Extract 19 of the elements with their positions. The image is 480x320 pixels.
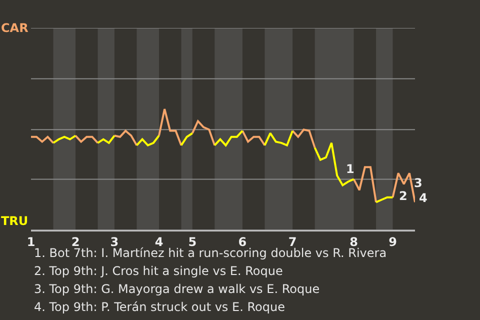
x-tick-label: 9 [388, 234, 397, 249]
x-tick-label: 1 [26, 234, 36, 249]
ref-line-label: TRU [1, 214, 28, 228]
x-tick-label: 4 [154, 234, 164, 249]
annotation: 1 [346, 162, 354, 176]
annotation: 3 [414, 176, 422, 190]
x-tick-label: 7 [288, 234, 297, 249]
annotation: 2 [399, 189, 408, 203]
x-tick-label: 3 [110, 234, 119, 249]
ref-line-label: CAR [1, 21, 28, 35]
x-tick-label: 8 [350, 234, 358, 249]
text: 4. Top 9th: P. Terán struck out vs E. Roque [34, 300, 285, 314]
x-tick-label: 6 [238, 234, 247, 249]
text: 2. Top 9th: J. Cros hit a single vs E. Roque [34, 264, 283, 278]
text: 4 [419, 191, 428, 205]
text: 3. Top 9th: G. Mayorga drew a walk vs E. Roque [34, 282, 320, 296]
x-tick-label: 5 [188, 234, 197, 249]
x-tick-label: 2 [71, 234, 80, 249]
text: 1. Bot 7th: I. Martínez hit a run-scoring double vs R. Rivera [34, 246, 387, 260]
